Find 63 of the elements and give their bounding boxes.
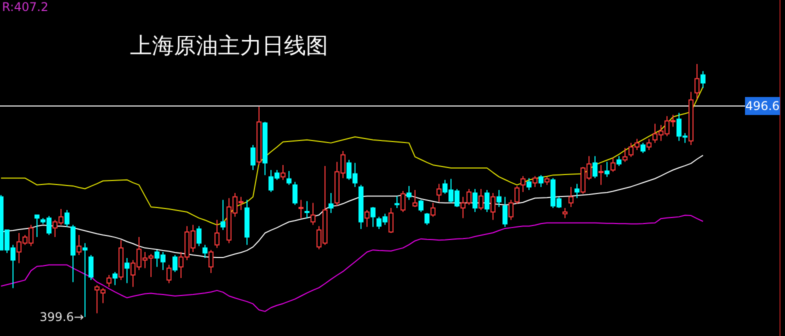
annotation: 399.6→ (40, 310, 84, 324)
candlestick (484, 189, 490, 213)
text: 496.6 (745, 99, 780, 113)
candlestick (112, 271, 118, 286)
candlestick (526, 178, 532, 190)
candlestick (406, 185, 412, 200)
candlestick (394, 196, 400, 208)
candlestick (472, 188, 478, 213)
candlestick (694, 64, 700, 100)
candlestick (490, 192, 496, 220)
candlestick (88, 254, 94, 281)
candlestick (478, 188, 484, 210)
candlestick (328, 192, 334, 214)
candlestick (106, 274, 112, 288)
candlestick (280, 164, 286, 180)
candlestick (616, 156, 622, 166)
candlestick (196, 226, 202, 247)
candlestick (412, 189, 418, 208)
candlestick (208, 249, 214, 274)
candlestick (598, 164, 604, 186)
candlestick (64, 209, 70, 228)
candlestick (574, 183, 580, 199)
candlestick (562, 207, 568, 219)
candlestick (250, 144, 256, 171)
candlestick (646, 138, 652, 151)
candlestick (364, 209, 370, 228)
candlestick (496, 189, 502, 208)
candlestick (34, 214, 40, 238)
candlestick (400, 190, 406, 213)
candlestick (214, 219, 220, 248)
candlestick (304, 200, 310, 219)
candlestick (310, 202, 316, 226)
candlestick (286, 170, 292, 186)
candlestick (298, 199, 304, 219)
candlestick (82, 242, 88, 318)
candlestick (508, 199, 514, 220)
candlestick (202, 244, 208, 259)
candlestick (568, 186, 574, 208)
chart-title: 上海原油主力日线图 (130, 34, 328, 59)
candlestick (388, 207, 394, 234)
candlestick (520, 176, 526, 193)
candlestick (640, 142, 646, 154)
candlestick (292, 181, 298, 206)
candlestick (172, 254, 178, 272)
candlestick (514, 185, 520, 204)
candlestick (592, 156, 598, 179)
candlestick (532, 176, 538, 188)
candlestick (430, 202, 436, 218)
candlestick (370, 206, 376, 228)
candlestick (124, 258, 130, 284)
text: R:407.2 (2, 0, 48, 14)
candlestick (418, 199, 424, 213)
candlestick (610, 157, 616, 172)
candlestick (622, 147, 628, 162)
candlestick (166, 264, 172, 284)
candlestick (502, 196, 508, 228)
candlestick (76, 234, 82, 256)
candlestick (436, 183, 442, 202)
candlestick (220, 199, 226, 230)
candlestick (538, 174, 544, 188)
candlestick (700, 70, 706, 89)
candlestick (604, 161, 610, 178)
candlestick (424, 212, 430, 226)
